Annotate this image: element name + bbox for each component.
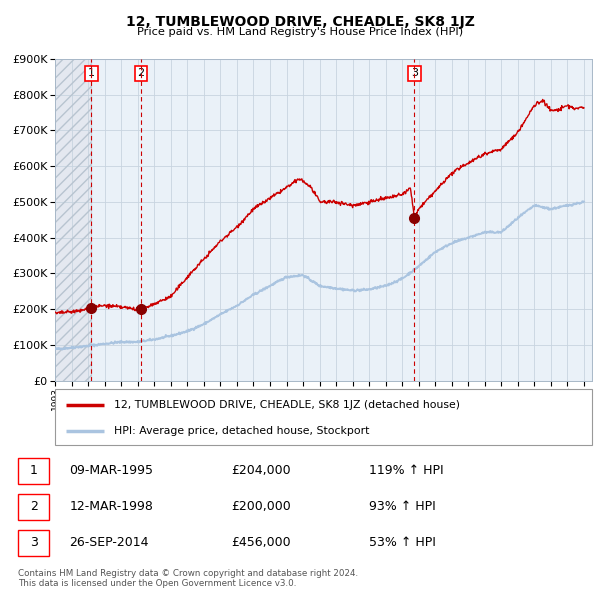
Text: 12, TUMBLEWOOD DRIVE, CHEADLE, SK8 1JZ: 12, TUMBLEWOOD DRIVE, CHEADLE, SK8 1JZ [125,15,475,29]
Text: 3: 3 [411,68,418,78]
Text: 09-MAR-1995: 09-MAR-1995 [70,464,154,477]
Text: 1: 1 [29,464,38,477]
Text: HPI: Average price, detached house, Stockport: HPI: Average price, detached house, Stoc… [114,426,370,436]
FancyBboxPatch shape [18,458,49,484]
FancyBboxPatch shape [18,530,49,556]
Text: 26-SEP-2014: 26-SEP-2014 [70,536,149,549]
Text: £204,000: £204,000 [231,464,290,477]
Text: 2: 2 [137,68,145,78]
FancyBboxPatch shape [55,389,592,445]
Text: 2: 2 [29,500,38,513]
Bar [91,59,592,381]
Text: £456,000: £456,000 [231,536,290,549]
Text: Price paid vs. HM Land Registry's House Price Index (HPI): Price paid vs. HM Land Registry's House … [137,27,463,37]
Bar [55,59,91,381]
Text: 53% ↑ HPI: 53% ↑ HPI [369,536,436,549]
Text: 3: 3 [29,536,38,549]
Text: 93% ↑ HPI: 93% ↑ HPI [369,500,436,513]
Text: £200,000: £200,000 [231,500,290,513]
Text: 1: 1 [88,68,95,78]
Bar [55,59,91,381]
Text: 12, TUMBLEWOOD DRIVE, CHEADLE, SK8 1JZ (detached house): 12, TUMBLEWOOD DRIVE, CHEADLE, SK8 1JZ (… [114,400,460,410]
Text: 119% ↑ HPI: 119% ↑ HPI [369,464,444,477]
Text: Contains HM Land Registry data © Crown copyright and database right 2024.
This d: Contains HM Land Registry data © Crown c… [18,569,358,588]
FancyBboxPatch shape [18,494,49,520]
Text: 12-MAR-1998: 12-MAR-1998 [70,500,154,513]
